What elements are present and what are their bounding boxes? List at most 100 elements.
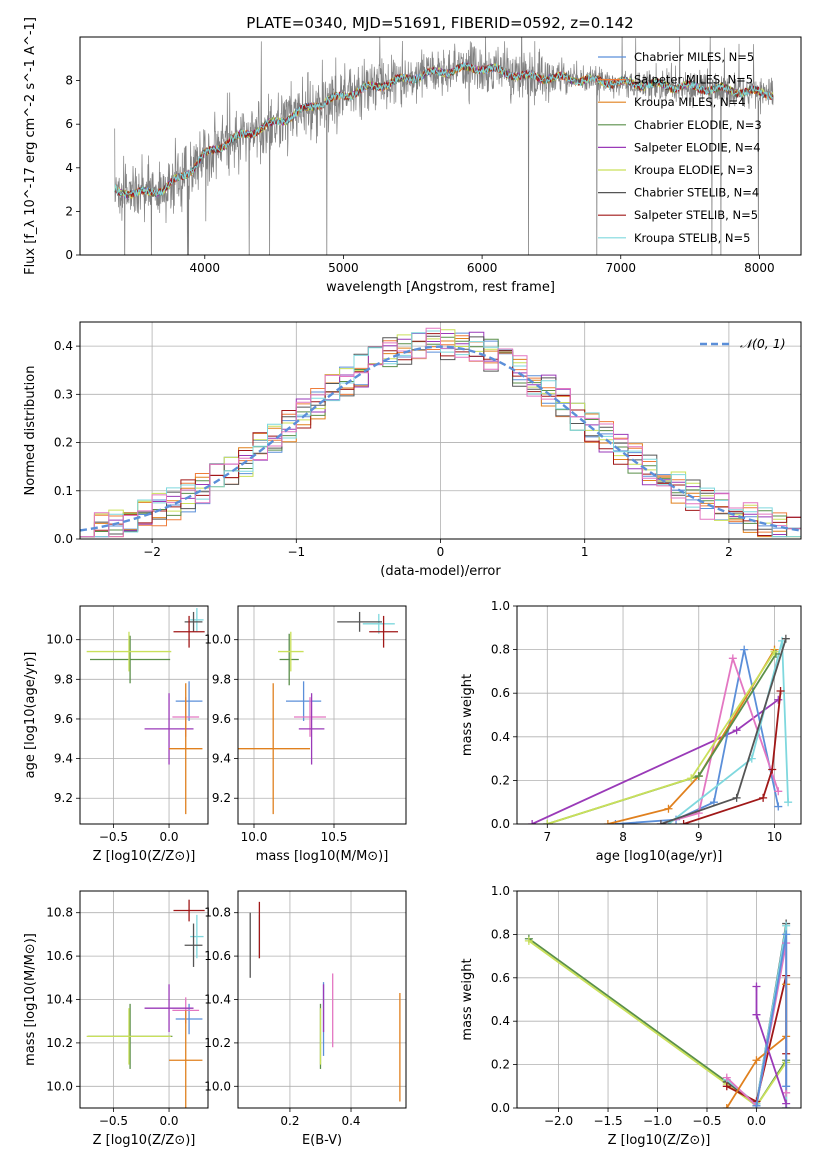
x-axis-label: mass [log10(M/M⊙)]: [256, 849, 389, 864]
weight-line: [528, 940, 787, 1108]
axes-frame: [516, 890, 802, 1109]
x-tick-label: −1.0: [643, 1114, 672, 1128]
spectrum-model-line: [114, 61, 774, 200]
x-axis-label: Z [log10(Z/Z⊙)]: [93, 849, 196, 864]
y-tick-label: 9.2: [54, 791, 73, 805]
x-axis-label: Z [log10(Z/Z⊙)]: [608, 1133, 711, 1148]
weight-marker: [784, 798, 793, 807]
x-tick-label: 0.4: [341, 1114, 360, 1128]
x-tick-label: 0.0: [159, 1114, 178, 1128]
x-tick-label: 10: [767, 830, 782, 844]
y-tick-label: 10.2: [46, 1036, 73, 1050]
chart-weight_vs_age: 7 8 9 10 0.0 0.2 0.4 0.6 0.8 1.0 age [log10(age/yr…: [460, 599, 802, 864]
weight-marker: [694, 772, 703, 781]
x-tick-label: 10.0: [241, 830, 268, 844]
errorbar-point: [169, 683, 203, 815]
weight-marker: [770, 647, 779, 656]
weight-line: [683, 690, 782, 824]
y-tick-label: 10.4: [46, 993, 73, 1007]
y-tick-label: 9.4: [54, 752, 73, 766]
weight-marker: [782, 930, 791, 939]
y-tick-label: 9.6: [54, 712, 73, 726]
spectrum-legend: Chabrier MILES, N=5 Salpeter MILES, N=5 Kr…: [598, 50, 762, 245]
y-tick-label: 10.2: [204, 1036, 231, 1050]
errorbar-point: [90, 635, 171, 684]
weight-marker: [782, 1099, 791, 1108]
y-tick-label: 0.0: [54, 532, 73, 546]
chart-age_vs_mass: 10.0 10.5 9.2 9.4 9.6 9.8 10.0 mass [log10(M/M⊙…: [204, 605, 407, 864]
legend-label: Chabrier ELODIE, N=3: [634, 118, 762, 132]
weight-series: [543, 647, 779, 824]
axes-frame: [237, 890, 407, 1109]
x-axis-label: age [log10(age/yr)]: [596, 849, 723, 864]
weight-series: [611, 645, 783, 824]
errorbar-point: [279, 633, 299, 686]
errorbar-point: [298, 693, 325, 765]
y-tick-label: 2: [65, 204, 73, 218]
y-tick-label: 0.0: [491, 1101, 510, 1115]
legend-label: Salpeter MILES, N=5: [634, 73, 753, 87]
y-tick-label: 10.8: [46, 906, 73, 920]
y-tick-label: 0.1: [54, 484, 73, 498]
weight-series: [528, 695, 783, 824]
errorbar-point: [369, 615, 398, 648]
errorbar-point: [278, 631, 304, 672]
legend-label: Kroupa ELODIE, N=3: [634, 163, 753, 177]
y-axis-label: mass weight: [460, 958, 475, 1040]
x-tick-label: 0: [437, 545, 445, 559]
axes-frame: [237, 605, 407, 825]
x-axis-label: Z [log10(Z/Z⊙)]: [93, 1133, 196, 1148]
y-tick-label: 9.4: [212, 752, 231, 766]
weight-series: [656, 634, 790, 824]
weight-line: [607, 649, 776, 824]
weight-marker: [543, 820, 552, 824]
legend-label: Salpeter STELIB, N=5: [634, 208, 758, 222]
residuals-legend: 𝒩(0, 1): [700, 336, 786, 351]
weight-marker: [528, 820, 537, 824]
weight-series: [752, 982, 791, 1108]
y-tick-label: 10.8: [204, 906, 231, 920]
weight-series: [679, 687, 785, 824]
legend-label: Kroupa MILES, N=4: [634, 95, 746, 109]
x-tick-label: 9: [695, 830, 703, 844]
weight-marker: [740, 645, 749, 654]
weight-marker: [656, 820, 665, 824]
x-tick-label: 0.0: [159, 830, 178, 844]
weight-marker: [679, 820, 688, 824]
y-tick-label: 0.2: [491, 1058, 510, 1072]
x-tick-label: 8000: [744, 261, 775, 275]
weight-marker: [722, 1073, 731, 1082]
gaussian-reference-line: [80, 345, 801, 532]
weight-marker: [759, 793, 768, 802]
y-tick-label: 0: [65, 248, 73, 262]
x-tick-label: 2: [725, 545, 733, 559]
axes-frame: [79, 36, 802, 256]
chart-residuals: −2 −1 0 1 2 0.0 0.1 0.2 0.3 0.4 (data-model)/error…: [23, 321, 802, 579]
y-tick-label: 4: [65, 161, 73, 175]
x-tick-label: 0.0: [747, 1114, 766, 1128]
weight-marker: [776, 687, 785, 696]
legend-label: 𝒩(0, 1): [740, 336, 786, 351]
histogram-step: [80, 327, 801, 538]
y-tick-label: 9.8: [212, 672, 231, 686]
y-tick-label: 0.3: [54, 387, 73, 401]
weight-marker: [782, 1082, 791, 1091]
y-tick-label: 0.0: [491, 817, 510, 831]
y-tick-label: 0.2: [54, 436, 73, 450]
y-axis-label: Normed distribution: [23, 366, 38, 496]
y-axis-label: Flux [f_λ 10^-17 erg cm^-2 s^-1 A^-1]: [23, 17, 38, 275]
x-tick-label: 10.5: [321, 830, 348, 844]
weight-series: [752, 930, 791, 1108]
x-tick-label: −0.5: [692, 1114, 721, 1128]
weight-marker: [781, 634, 790, 643]
y-tick-label: 8: [65, 74, 73, 88]
y-axis-label: age [log10(age/yr)]: [23, 652, 38, 779]
x-tick-label: 7: [543, 830, 551, 844]
errorbar-point: [294, 697, 326, 737]
weight-marker: [752, 1010, 761, 1019]
errorbar-point: [184, 923, 203, 967]
errorbar-point: [169, 1010, 203, 1108]
chart-age_vs_Z: −0.5 0.0 9.2 9.4 9.6 9.8 10.0 Z [log10(Z/Z⊙)] ag…: [23, 605, 209, 864]
y-axis-label: mass weight: [460, 674, 475, 756]
y-tick-label: 0.6: [491, 971, 510, 985]
